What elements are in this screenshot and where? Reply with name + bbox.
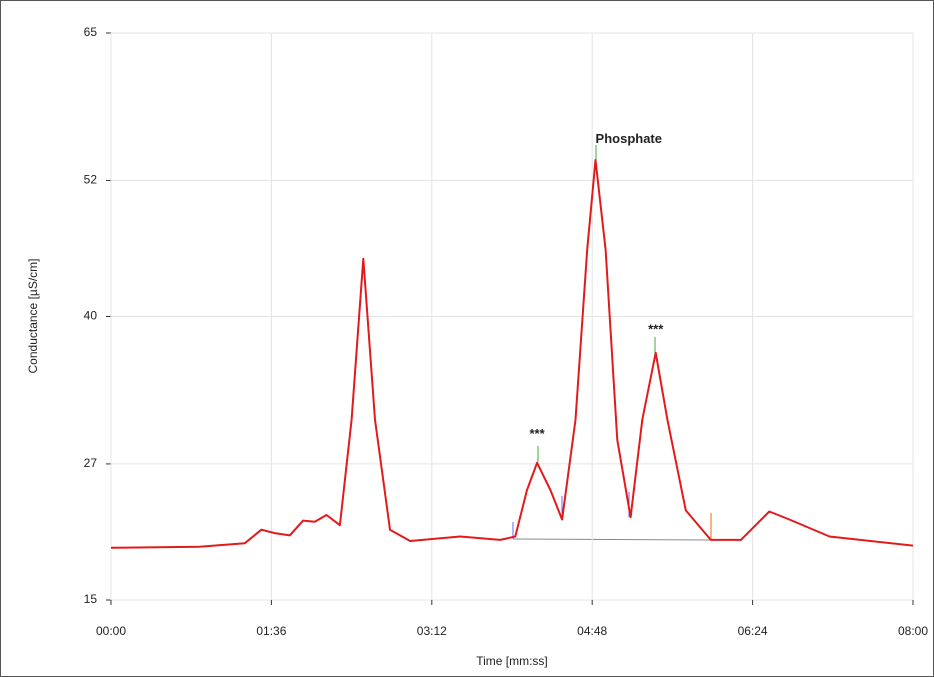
x-tick-label: 04:48 (577, 624, 607, 638)
x-tick-label: 00:00 (96, 624, 126, 638)
fit-baseline (512, 538, 711, 541)
x-tick-label: 08:00 (898, 624, 928, 638)
annotation: *** (529, 426, 545, 441)
y-tick-label: 40 (84, 309, 98, 323)
y-tick-label: 65 (84, 25, 98, 39)
x-tick-label: 01:36 (256, 624, 286, 638)
x-axis-label: Time [mm:ss] (476, 654, 548, 668)
y-tick-label: 27 (84, 456, 98, 470)
y-axis-label: Conductance [µS/cm] (26, 259, 40, 374)
x-tick-label: 06:24 (738, 624, 768, 638)
signal-line (110, 159, 914, 549)
y-tick-label: 15 (84, 592, 98, 606)
y-tick-label: 52 (84, 173, 98, 187)
annotation: Phosphate (596, 131, 662, 146)
x-tick-label: 03:12 (417, 624, 447, 638)
annotation: *** (648, 322, 664, 337)
